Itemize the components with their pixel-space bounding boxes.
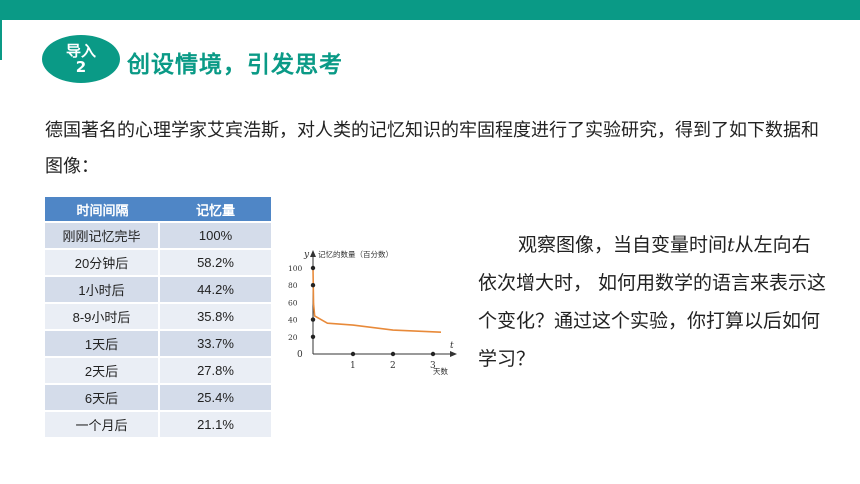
badge-number: 2 — [75, 58, 87, 76]
table-row: 8-9小时后 35.8% — [45, 304, 271, 329]
table-cell: 刚刚记忆完毕 — [45, 223, 161, 248]
data-point — [310, 283, 316, 288]
x-tick-label: 3 — [430, 361, 436, 371]
table-cell: 100% — [160, 223, 271, 248]
y-axis-label: 记忆的数量（百分数） — [318, 249, 393, 259]
table-cell: 6天后 — [45, 385, 161, 410]
y-tick-label: 100 — [288, 264, 303, 273]
table-cell: 33.7% — [160, 331, 271, 356]
data-point — [430, 351, 436, 357]
table-header-cell: 记忆量 — [160, 197, 271, 221]
data-point — [350, 351, 356, 357]
y-tick-label: 80 — [288, 281, 298, 290]
badge-label: 导入 — [65, 42, 96, 60]
question-paragraph: 观察图像，当自变量时间t从左向右依次增大时， 如何用数学的语言来表示这个变化？通… — [478, 226, 828, 378]
data-point — [390, 351, 396, 357]
table-header-cell: 时间间隔 — [45, 197, 161, 221]
table-row: 1天后 33.7% — [45, 331, 271, 356]
section-badge: 导入 2 — [42, 35, 120, 83]
time-variable: t — [727, 234, 735, 256]
x-axis-label: 天数 — [433, 366, 448, 376]
y-axis-symbol: y — [303, 250, 310, 260]
table-cell: 1天后 — [45, 331, 161, 356]
y-tick-label: 20 — [288, 333, 298, 342]
x-tick-label: 1 — [350, 361, 356, 371]
table-row: 2天后 27.8% — [45, 358, 271, 383]
table-header-row: 时间间隔 记忆量 — [45, 197, 271, 221]
table-row: 1小时后 44.2% — [45, 277, 271, 302]
data-point — [310, 317, 316, 322]
y-tick-label: 60 — [288, 298, 298, 307]
x-axis-symbol: t — [450, 341, 454, 351]
table-cell: 25.4% — [160, 385, 271, 410]
table-row: 一个月后 21.1% — [45, 412, 271, 437]
table-cell: 一个月后 — [45, 412, 161, 437]
table-cell: 44.2% — [160, 277, 271, 302]
x-axis-arrow — [450, 351, 457, 357]
table-cell: 27.8% — [160, 358, 271, 383]
table-cell: 20分钟后 — [45, 250, 161, 275]
y-tick-label: 40 — [288, 316, 298, 325]
table-cell: 58.2% — [160, 250, 271, 275]
memory-data-table: 时间间隔 记忆量 刚刚记忆完毕 100% 20分钟后 58.2% 1小时后 44… — [45, 195, 271, 439]
table-cell: 35.8% — [160, 304, 271, 329]
forgetting-curve-line — [312, 267, 442, 333]
question-text-start: 观察图像，当自变量时间 — [518, 234, 728, 256]
left-accent-line — [0, 20, 2, 60]
origin-label: 0 — [297, 350, 303, 360]
top-accent-bar — [0, 0, 860, 20]
table-cell: 8-9小时后 — [45, 304, 161, 329]
table-cell: 21.1% — [160, 412, 271, 437]
table-row: 20分钟后 58.2% — [45, 250, 271, 275]
forgetting-curve-chart: y 记忆的数量（百分数） t 天数 0 20 40 60 80 100 1 2 3 — [288, 249, 457, 376]
y-axis-arrow — [310, 250, 316, 257]
question-text-rest: 从左向右依次增大时， 如何用数学的语言来表示这个变化？通过这个实验，你打算以后如… — [478, 234, 827, 370]
data-point — [310, 334, 316, 339]
x-tick-label: 2 — [390, 361, 396, 371]
table-row: 刚刚记忆完毕 100% — [45, 223, 271, 248]
data-point — [310, 265, 316, 271]
section-title: 创设情境，引发思考 — [127, 52, 343, 78]
intro-paragraph: 德国著名的心理学家艾宾浩斯，对人类的记忆知识的牢固程度进行了实验研究，得到了如下… — [45, 120, 819, 177]
table-row: 6天后 25.4% — [45, 385, 271, 410]
table-cell: 1小时后 — [45, 277, 161, 302]
table-cell: 2天后 — [45, 358, 161, 383]
